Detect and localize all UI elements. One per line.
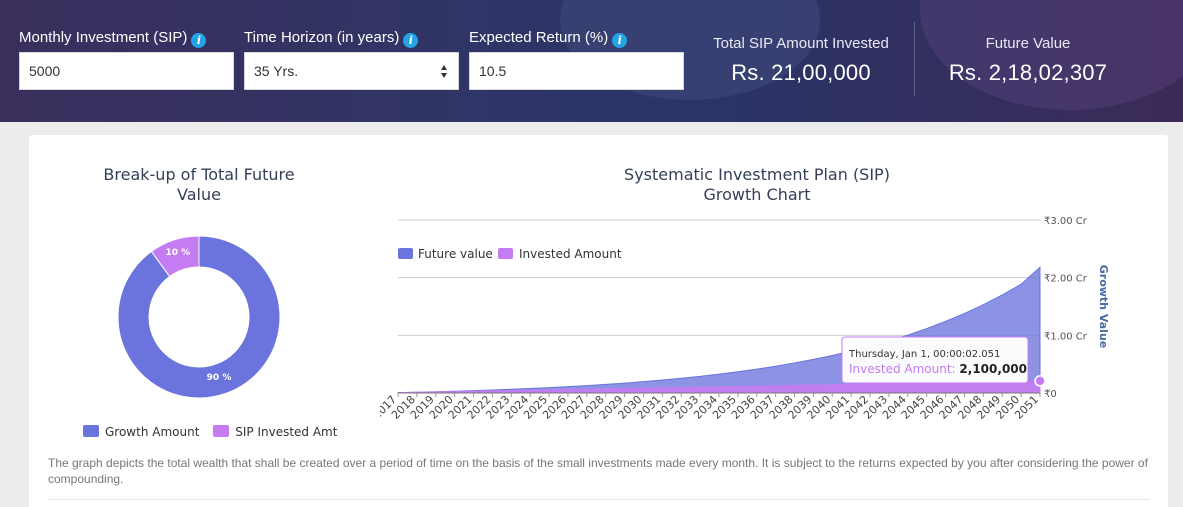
chart-description: The graph depicts the total wealth that … — [48, 456, 1148, 486]
total-invested-value: Rs. 21,00,000 — [731, 60, 871, 85]
legend-label-invested: Invested Amount — [519, 247, 622, 261]
future-value-label: Future Value — [985, 35, 1071, 52]
y-axis-title: Growth Value — [1097, 265, 1110, 349]
donut-slice-growth — [117, 235, 281, 399]
future-value-stat: Future Value Rs. 2,18,02,307 — [928, 35, 1128, 86]
info-icon[interactable]: i — [612, 33, 628, 48]
expected-return-input[interactable]: 10.5 — [469, 52, 684, 90]
section-divider — [48, 499, 1150, 500]
donut-data-label: 10 % — [165, 248, 190, 258]
legend-swatch — [498, 248, 513, 259]
time-horizon-label: Time Horizon (in years) — [244, 29, 400, 46]
monthly-investment-input[interactable]: 5000 — [19, 52, 234, 90]
hover-marker — [1034, 375, 1046, 387]
legend-item-growth[interactable]: Growth Amount — [83, 425, 199, 439]
total-invested-stat: Total SIP Amount Invested Rs. 21,00,000 — [700, 35, 902, 86]
tooltip-series-label: Invested Amount: 2,100,000 — [849, 362, 1027, 376]
monthly-investment-label: Monthly Investment (SIP) — [19, 29, 188, 46]
monthly-investment-field: Monthly Investment (SIP) i 5000 — [19, 28, 234, 90]
legend-swatch — [83, 425, 99, 437]
future-value-value: Rs. 2,18,02,307 — [948, 60, 1108, 85]
legend-item-sip[interactable]: SIP Invested Amt — [213, 425, 337, 439]
select-caret-icon — [441, 65, 448, 78]
tooltip-date: Thursday, Jan 1, 00:00:02.051 — [848, 349, 1000, 360]
y-tick-label: ₹3.00 Cr — [1044, 216, 1088, 227]
info-icon[interactable]: i — [403, 33, 419, 48]
donut-chart-title: Break-up of Total Future Value — [103, 165, 295, 204]
legend-swatch — [213, 425, 230, 437]
total-invested-label: Total SIP Amount Invested — [713, 35, 889, 52]
donut-data-label: 90 % — [207, 373, 232, 383]
y-tick-label: ₹1.00 Cr — [1044, 331, 1088, 342]
expected-return-field: Expected Return (%) i 10.5 — [469, 28, 684, 90]
expected-return-label: Expected Return (%) — [469, 29, 609, 46]
time-horizon-value: 35 Yrs. — [254, 63, 299, 79]
time-horizon-select[interactable]: 35 Yrs. — [244, 52, 459, 90]
growth-chart-legend: Future value Invested Amount — [398, 247, 622, 261]
legend-label-future-value: Future value — [418, 247, 493, 261]
y-tick-label: ₹2.00 Cr — [1044, 274, 1088, 285]
time-horizon-field: Time Horizon (in years) i 35 Yrs. — [244, 28, 459, 90]
info-icon[interactable]: i — [191, 33, 207, 48]
stat-divider — [914, 22, 915, 96]
y-tick-label: ₹0 — [1044, 389, 1057, 400]
donut-legend: Growth Amount SIP Invested Amt — [83, 425, 347, 439]
chart-tooltip: Thursday, Jan 1, 00:00:02.051 Invested Am… — [841, 336, 1029, 384]
donut-chart: 10 % 90 % — [117, 235, 281, 399]
legend-swatch — [398, 248, 413, 259]
tooltip-box — [841, 336, 1029, 384]
tooltip-value: 2,100,000 — [959, 362, 1027, 376]
growth-chart-title: Systematic Investment Plan (SIP) Growth … — [624, 165, 890, 204]
calculator-header: Monthly Investment (SIP) i 5000 Time Hori… — [0, 0, 1183, 122]
